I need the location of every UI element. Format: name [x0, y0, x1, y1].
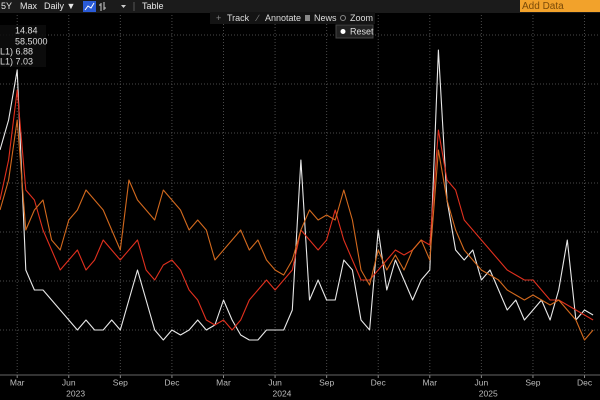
x-tick-label: Mar [10, 377, 25, 387]
x-tick-label: Dec [577, 377, 593, 387]
series-line [0, 89, 594, 331]
track-button[interactable]: Track [227, 13, 250, 23]
reset-button-box[interactable] [335, 24, 374, 39]
news-icon [305, 15, 310, 21]
reset-button[interactable]: Reset [350, 26, 374, 36]
series-line [0, 119, 594, 341]
news-button[interactable]: News [314, 13, 337, 23]
track-icon: + [216, 13, 221, 23]
add-data-placeholder: Add Data [522, 1, 564, 12]
x-tick-label: Sep [319, 377, 334, 387]
year-label: 2023 [66, 388, 85, 398]
x-tick-label: Dec [371, 377, 387, 387]
max-button[interactable]: Max [20, 1, 38, 11]
add-data-field[interactable] [520, 0, 600, 12]
year-label: 2024 [272, 388, 291, 398]
zoom-icon [340, 15, 346, 21]
x-tick-label: Jun [62, 377, 76, 387]
legend-box [0, 25, 46, 67]
legend-entry: L1) 6.88 [0, 46, 33, 56]
x-tick-label: Jun [268, 377, 282, 387]
annotate-icon: ∕ [255, 13, 260, 23]
x-tick-label: Jun [475, 377, 489, 387]
x-tick-label: Mar [422, 377, 437, 387]
legend-entry: 14.84 [15, 25, 38, 35]
x-tick-label: Mar [216, 377, 231, 387]
legend-entry: L1) 7.03 [0, 56, 33, 66]
annotate-button[interactable]: Annotate [265, 13, 301, 23]
chart-tools-bar [210, 12, 375, 24]
x-tick-label: Sep [113, 377, 128, 387]
x-tick-label: Dec [164, 377, 180, 387]
series-line [0, 49, 594, 341]
table-button[interactable]: Table [142, 1, 164, 11]
legend-entry: 58.5000 [15, 36, 48, 46]
bar-chart-icon[interactable] [99, 2, 106, 11]
line-chart-glyph [84, 2, 95, 11]
toolbar [0, 0, 600, 13]
frequency-dropdown[interactable]: Daily ▼ [44, 1, 75, 11]
range-button[interactable]: 5Y [1, 1, 12, 11]
zoom-button[interactable]: Zoom [350, 13, 373, 23]
plot-area: Mar Jun Sep Dec Mar Jun Sep Dec Mar Jun Sep Dec 2023… [0, 12, 600, 398]
chart-type-dropdown[interactable] [121, 5, 126, 8]
year-label: 2025 [479, 388, 498, 398]
x-tick-label: Sep [525, 377, 540, 387]
reset-icon [340, 29, 346, 34]
